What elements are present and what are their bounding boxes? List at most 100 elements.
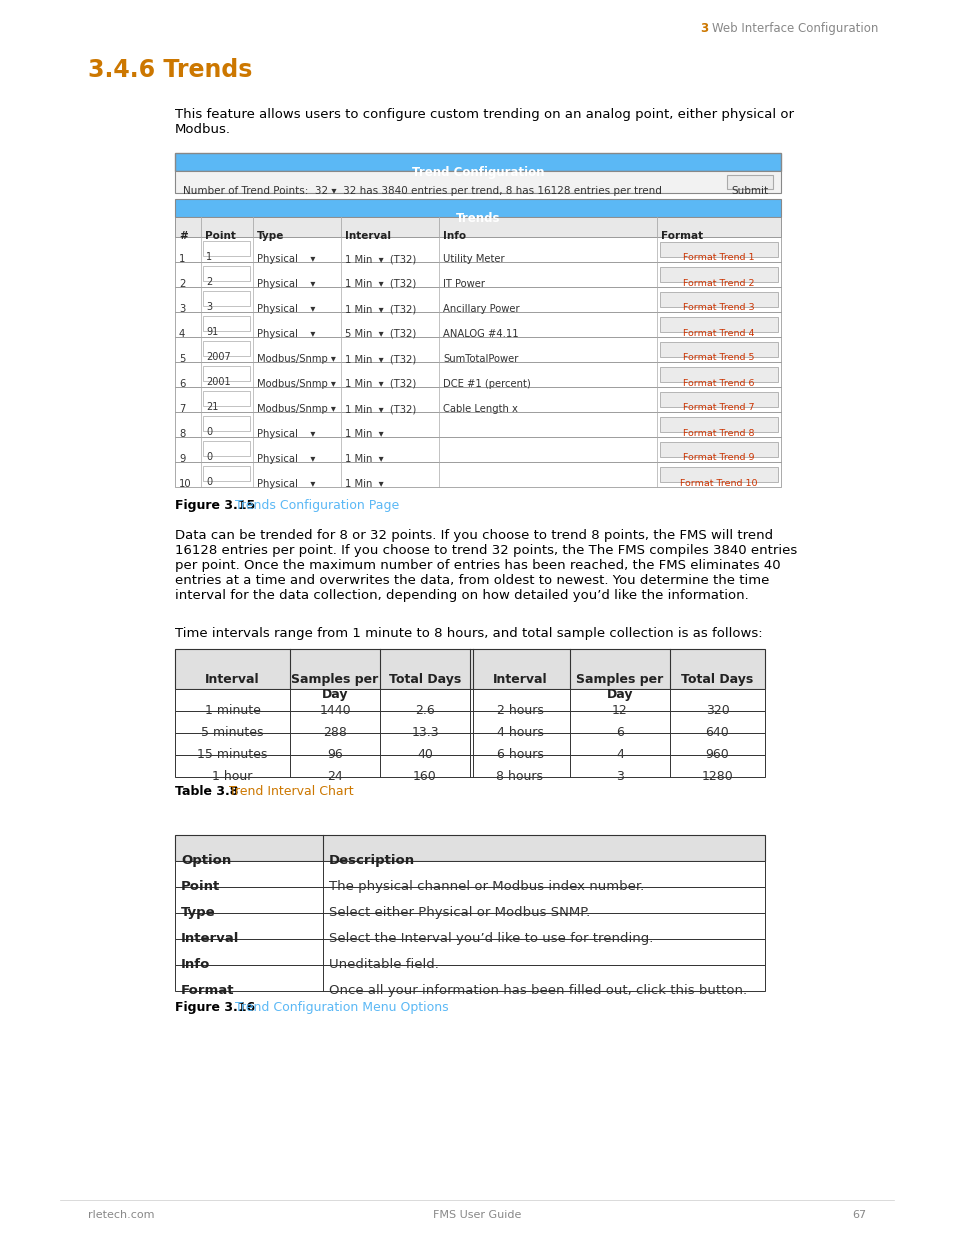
Text: Modbus/Snmp ▾: Modbus/Snmp ▾ — [256, 379, 335, 389]
Bar — [659, 342, 778, 357]
Text: Format: Format — [181, 984, 234, 997]
Text: 0: 0 — [206, 477, 212, 487]
Text: FMS User Guide: FMS User Guide — [433, 1210, 520, 1220]
Text: 1280: 1280 — [700, 771, 733, 783]
Text: 2001: 2001 — [206, 377, 231, 387]
Text: Physical    ▾: Physical ▾ — [256, 279, 315, 289]
Text: 1 Min  ▾  (T32): 1 Min ▾ (T32) — [345, 254, 416, 264]
Bar — [174, 262, 781, 287]
Bar — [174, 887, 764, 913]
Text: 10: 10 — [179, 479, 192, 489]
Text: The physical channel or Modbus index number.: The physical channel or Modbus index num… — [329, 881, 643, 893]
Text: Trend Configuration: Trend Configuration — [412, 165, 543, 179]
Text: 3.4.6 Trends: 3.4.6 Trends — [88, 58, 253, 82]
Text: Trend Configuration Menu Options: Trend Configuration Menu Options — [234, 1002, 448, 1014]
Text: Info: Info — [181, 958, 211, 971]
Text: Format Trend 1: Format Trend 1 — [682, 253, 754, 263]
Bar — [174, 462, 781, 487]
Text: Samples per
Day: Samples per Day — [291, 673, 378, 701]
Text: 160: 160 — [413, 771, 436, 783]
Text: 40: 40 — [416, 748, 433, 762]
Text: Physical    ▾: Physical ▾ — [256, 429, 315, 438]
Text: 640: 640 — [705, 726, 729, 740]
Bar — [174, 237, 781, 262]
Text: 8: 8 — [179, 429, 185, 438]
Text: Web Interface Configuration: Web Interface Configuration — [711, 22, 878, 35]
Bar — [174, 835, 764, 861]
Text: Utility Meter: Utility Meter — [442, 254, 504, 264]
Text: Format Trend 9: Format Trend 9 — [682, 453, 754, 462]
Bar — [174, 412, 781, 437]
Bar — [659, 467, 778, 482]
Bar — [174, 939, 764, 965]
Bar — [174, 437, 781, 462]
Text: 3: 3 — [179, 304, 185, 314]
Text: 1 Min  ▾  (T32): 1 Min ▾ (T32) — [345, 279, 416, 289]
Text: 5: 5 — [179, 354, 185, 364]
Text: Modbus/Snmp ▾: Modbus/Snmp ▾ — [256, 354, 335, 364]
Text: 21: 21 — [206, 403, 218, 412]
Text: Physical    ▾: Physical ▾ — [256, 479, 315, 489]
Text: Format Trend 10: Format Trend 10 — [679, 478, 757, 488]
Bar — [174, 387, 781, 412]
Text: Format Trend 7: Format Trend 7 — [682, 404, 754, 412]
Text: Type: Type — [181, 906, 215, 919]
Text: DCE #1 (percent): DCE #1 (percent) — [442, 379, 530, 389]
Text: 91: 91 — [206, 327, 218, 337]
Text: 1 Min  ▾: 1 Min ▾ — [345, 454, 383, 464]
Text: 15 minutes: 15 minutes — [197, 748, 268, 762]
Text: Table 3.8: Table 3.8 — [174, 785, 238, 798]
Text: SumTotalPower: SumTotalPower — [442, 354, 517, 364]
Text: 0: 0 — [206, 452, 212, 462]
Text: 3: 3 — [206, 303, 212, 312]
Text: 3: 3 — [616, 771, 623, 783]
Bar — [203, 316, 250, 331]
Text: rletech.com: rletech.com — [88, 1210, 154, 1220]
Text: 320: 320 — [705, 704, 729, 718]
Text: Data can be trended for 8 or 32 points. If you choose to trend 8 points, the FMS: Data can be trended for 8 or 32 points. … — [174, 529, 797, 601]
Text: 1: 1 — [179, 254, 185, 264]
Text: 2: 2 — [179, 279, 185, 289]
Text: 6: 6 — [179, 379, 185, 389]
Text: 1440: 1440 — [319, 704, 351, 718]
Text: Format: Format — [660, 231, 702, 241]
Text: 2: 2 — [206, 277, 212, 287]
Bar — [203, 291, 250, 306]
Text: Trends: Trends — [456, 212, 499, 225]
Bar — [203, 466, 250, 480]
Text: 8 hours: 8 hours — [496, 771, 543, 783]
Bar — [659, 317, 778, 332]
Text: Ancillary Power: Ancillary Power — [442, 304, 519, 314]
Text: 12: 12 — [612, 704, 627, 718]
Text: Format Trend 6: Format Trend 6 — [682, 378, 754, 388]
Text: Interval: Interval — [492, 673, 547, 685]
Text: 9: 9 — [179, 454, 185, 464]
Bar — [174, 755, 764, 777]
Bar — [659, 417, 778, 432]
Bar — [203, 341, 250, 356]
Bar — [659, 267, 778, 282]
Text: Format Trend 2: Format Trend 2 — [682, 279, 754, 288]
Text: 4: 4 — [179, 329, 185, 338]
Text: Interval: Interval — [345, 231, 391, 241]
Text: Physical    ▾: Physical ▾ — [256, 254, 315, 264]
Text: This feature allows users to configure custom trending on an analog point, eithe: This feature allows users to configure c… — [174, 107, 793, 136]
Text: Total Days: Total Days — [389, 673, 460, 685]
Text: 1: 1 — [206, 252, 212, 262]
Bar — [174, 362, 781, 387]
Text: Select either Physical or Modbus SNMP.: Select either Physical or Modbus SNMP. — [329, 906, 590, 919]
Text: 24: 24 — [327, 771, 342, 783]
Text: Select the Interval you’d like to use for trending.: Select the Interval you’d like to use fo… — [329, 932, 653, 945]
Text: Format Trend 5: Format Trend 5 — [682, 353, 754, 363]
Text: Figure 3.15: Figure 3.15 — [174, 499, 255, 513]
Text: Trends Configuration Page: Trends Configuration Page — [234, 499, 399, 513]
Text: Format Trend 3: Format Trend 3 — [682, 304, 754, 312]
Bar — [174, 689, 764, 711]
Text: Samples per
Day: Samples per Day — [576, 673, 663, 701]
Bar — [659, 242, 778, 257]
Text: IT Power: IT Power — [442, 279, 484, 289]
Bar — [659, 442, 778, 457]
Bar — [174, 913, 764, 939]
Text: 1 Min  ▾: 1 Min ▾ — [345, 479, 383, 489]
Bar — [174, 312, 781, 337]
